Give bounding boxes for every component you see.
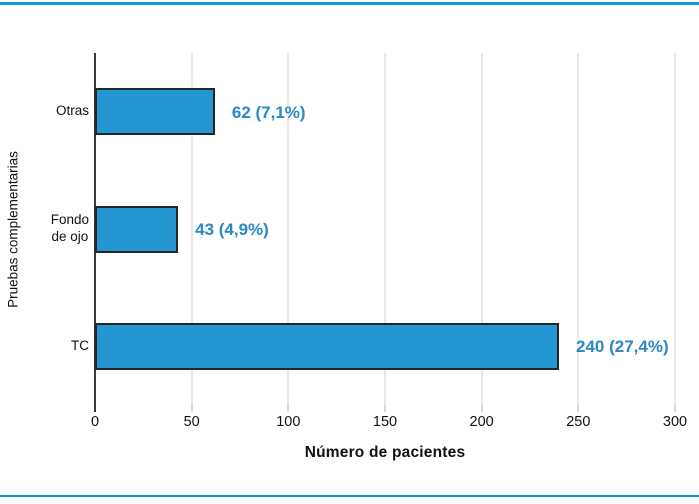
x-tick-mark-150: [384, 405, 386, 412]
x-tick-mark-250: [577, 405, 580, 412]
x-tick-label-150: 150: [372, 414, 398, 430]
bar-tc: [95, 322, 559, 370]
x-tick-mark-100: [287, 405, 290, 412]
bar-otras: [95, 88, 215, 136]
gridline-x-150: [384, 53, 386, 405]
category-label-fondo-de-ojo: Fondo de ojo: [50, 212, 89, 244]
x-tick-mark-200: [480, 405, 483, 412]
x-tick-mark-300: [674, 405, 676, 412]
bar-fondo-de-ojo: [95, 205, 179, 253]
top-border-line: [0, 2, 699, 5]
x-tick-mark-50: [190, 405, 193, 412]
y-axis-title: Pruebas complementarias: [5, 151, 21, 308]
category-label-otras: Otras: [55, 103, 89, 119]
bottom-border-line: [0, 495, 699, 497]
value-label-fondo-de-ojo: 43 (4,9%): [195, 220, 269, 239]
gridline-x-250: [577, 53, 580, 405]
x-tick-label-250: 250: [566, 414, 591, 430]
x-tick-label-50: 50: [183, 414, 200, 430]
x-axis-title: Número de pacientes: [304, 444, 466, 461]
gridline-x-200: [480, 53, 483, 405]
gridline-x-300: [674, 53, 676, 405]
x-tick-label-0: 0: [90, 414, 100, 430]
value-label-otras: 62 (7,1%): [231, 102, 306, 122]
value-label-tc: 240 (27,4%): [576, 337, 669, 357]
gridline-x-50: [190, 53, 193, 405]
plot-area: 62 (7,1%) 43 (4,9%) 240 (27,4%): [94, 53, 676, 412]
x-tick-label-100: 100: [276, 414, 301, 430]
x-tick-label-300: 300: [662, 414, 688, 430]
x-tick-label-200: 200: [469, 414, 494, 430]
category-label-tc: TC: [71, 337, 89, 353]
gridline-x-100: [287, 53, 290, 405]
